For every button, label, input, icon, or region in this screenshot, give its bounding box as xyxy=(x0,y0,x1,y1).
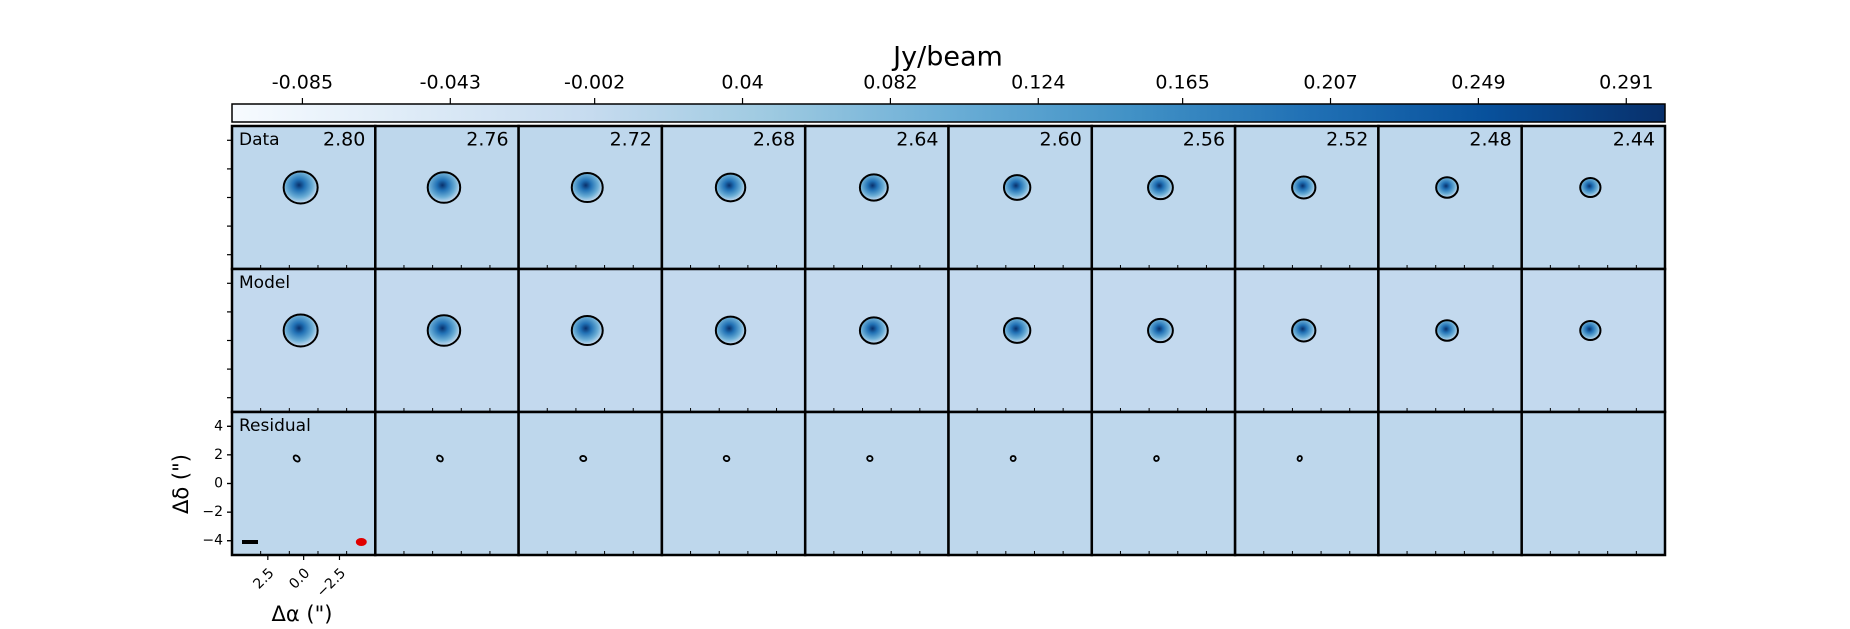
emission-blob xyxy=(1004,175,1030,200)
residual-contour xyxy=(1296,455,1303,462)
x-tick-label: −2.5 xyxy=(314,565,349,600)
residual-contour xyxy=(579,455,588,462)
emission-blob xyxy=(860,318,887,343)
panel-image xyxy=(661,412,806,555)
contour xyxy=(1002,317,1032,344)
panel-image xyxy=(1521,412,1665,555)
y-axis-label: Δδ (") xyxy=(169,454,193,514)
colorbar-label: Jy/beam xyxy=(891,42,1003,73)
y-tick-label: 2 xyxy=(214,447,223,463)
emission-blob xyxy=(1148,176,1173,199)
contour xyxy=(714,315,747,346)
channel-label: 2.80 xyxy=(323,129,365,151)
panel-image xyxy=(948,412,1092,555)
contour xyxy=(1291,175,1317,200)
colorbar-tick-label: 0.249 xyxy=(1451,72,1505,94)
y-tick-label: −2 xyxy=(202,504,223,520)
contour xyxy=(1435,176,1459,199)
emission-blob xyxy=(1004,318,1030,343)
emission-blob xyxy=(1292,177,1315,198)
x-tick-label: 2.5 xyxy=(250,565,277,592)
residual-contour xyxy=(722,455,731,462)
residual-contour xyxy=(292,454,301,463)
contour xyxy=(714,172,747,203)
emission-blob xyxy=(716,174,745,201)
channel-label: 2.56 xyxy=(1183,129,1225,151)
emission-blob xyxy=(1436,177,1458,198)
beam xyxy=(355,538,367,546)
panel-image xyxy=(375,412,519,555)
channel-label: 2.72 xyxy=(610,129,652,151)
x-axis-label: Δα (") xyxy=(272,602,333,625)
channel-label: 2.52 xyxy=(1326,129,1368,151)
emission-blob xyxy=(1148,319,1173,342)
colorbar xyxy=(231,103,1666,123)
contour xyxy=(1579,319,1602,342)
x-tick-label: 0.0 xyxy=(286,565,313,592)
panel-image xyxy=(232,412,376,555)
contour xyxy=(282,313,319,348)
colorbar-tick-label: -0.043 xyxy=(420,72,481,94)
residual-contour xyxy=(1009,455,1017,462)
colorbar-tick-label: -0.085 xyxy=(272,72,333,94)
y-tick-label: 0 xyxy=(214,476,223,492)
emission-blob xyxy=(428,316,460,345)
panel-image xyxy=(1378,412,1522,555)
contour xyxy=(858,173,889,202)
contour xyxy=(1579,176,1602,199)
emission-blob xyxy=(284,315,317,346)
emission-blob xyxy=(1580,178,1600,197)
panel-frame xyxy=(1520,410,1667,557)
contour xyxy=(282,170,319,205)
y-tick-label: 4 xyxy=(214,418,223,434)
contour xyxy=(1435,319,1459,342)
contour xyxy=(1002,174,1032,201)
residual-contour xyxy=(1153,455,1160,462)
channel-label: 2.76 xyxy=(466,129,508,151)
contour xyxy=(426,314,462,347)
panel-image xyxy=(518,412,662,555)
colorbar-tick-label: 0.165 xyxy=(1155,72,1209,94)
contour xyxy=(1147,317,1174,344)
emission-blob xyxy=(1580,321,1600,340)
colorbar-tick-label: 0.291 xyxy=(1599,72,1653,94)
colorbar-tick-label: 0.124 xyxy=(1011,72,1065,94)
emission-blob xyxy=(572,316,602,345)
panel-image xyxy=(1091,412,1236,555)
row-label: Data xyxy=(239,130,280,150)
panel-image xyxy=(1235,412,1379,555)
contour xyxy=(426,171,462,204)
row-label: Model xyxy=(239,273,290,293)
panel-image xyxy=(805,412,949,555)
contour xyxy=(1147,174,1174,201)
channel-label: 2.48 xyxy=(1469,129,1511,151)
contour xyxy=(1291,318,1317,343)
colorbar-tick-label: 0.04 xyxy=(721,72,763,94)
emission-blob xyxy=(1292,320,1315,341)
y-tick-label: −4 xyxy=(202,533,223,549)
emission-blob xyxy=(284,172,317,203)
residual-contour xyxy=(866,455,874,462)
row-label: Residual xyxy=(239,416,311,436)
emission-blob xyxy=(428,173,460,202)
residual-contour xyxy=(436,454,444,463)
colorbar-tick-label: 0.082 xyxy=(863,72,917,94)
channel-label: 2.68 xyxy=(753,129,795,151)
colorbar-tick-label: 0.207 xyxy=(1303,72,1357,94)
contour xyxy=(570,314,604,347)
emission-blob xyxy=(572,173,602,202)
emission-blob xyxy=(716,317,745,344)
colorbar-tick-label: -0.002 xyxy=(564,72,625,94)
emission-blob xyxy=(1436,320,1458,341)
contour xyxy=(858,316,889,345)
contour xyxy=(570,171,604,204)
emission-blob xyxy=(860,175,887,200)
channel-label: 2.64 xyxy=(896,129,938,151)
channel-label: 2.60 xyxy=(1039,129,1081,151)
channel-label: 2.44 xyxy=(1613,129,1655,151)
